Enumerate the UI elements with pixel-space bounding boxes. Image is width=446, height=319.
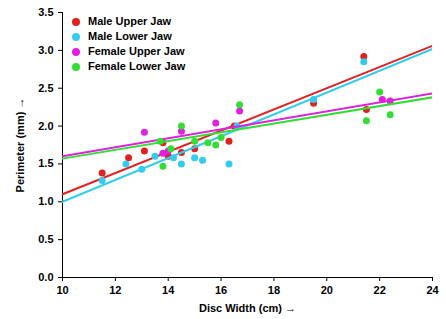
svg-text:1.0: 1.0 bbox=[38, 195, 53, 207]
svg-text:0.5: 0.5 bbox=[38, 233, 53, 245]
html-text:Female Upper Jaw: Female Upper Jaw bbox=[88, 45, 185, 57]
svg-text:14: 14 bbox=[162, 284, 175, 296]
svg-text:10: 10 bbox=[56, 284, 68, 296]
html-text:Male Lower Jaw: Male Lower Jaw bbox=[88, 30, 172, 42]
svg-text:18: 18 bbox=[268, 284, 280, 296]
svg-text:Perimeter (mm) →: Perimeter (mm) → bbox=[14, 98, 26, 193]
svg-text:3.5: 3.5 bbox=[38, 6, 53, 18]
svg-text:24: 24 bbox=[426, 284, 439, 296]
svg-text:Disc Width (cm) →: Disc Width (cm) → bbox=[199, 302, 296, 314]
html-text:Male Upper Jaw: Male Upper Jaw bbox=[88, 15, 172, 27]
svg-text:2.5: 2.5 bbox=[38, 82, 53, 94]
html-text:Female Lower Jaw: Female Lower Jaw bbox=[88, 60, 186, 72]
svg-text:12: 12 bbox=[109, 284, 121, 296]
svg-text:0.0: 0.0 bbox=[38, 271, 53, 283]
svg-text:3.0: 3.0 bbox=[38, 44, 53, 56]
svg-text:20: 20 bbox=[321, 284, 333, 296]
svg-text:2.0: 2.0 bbox=[38, 120, 53, 132]
svg-text:22: 22 bbox=[374, 284, 386, 296]
svg-text:1.5: 1.5 bbox=[38, 157, 53, 169]
svg-text:16: 16 bbox=[215, 284, 227, 296]
